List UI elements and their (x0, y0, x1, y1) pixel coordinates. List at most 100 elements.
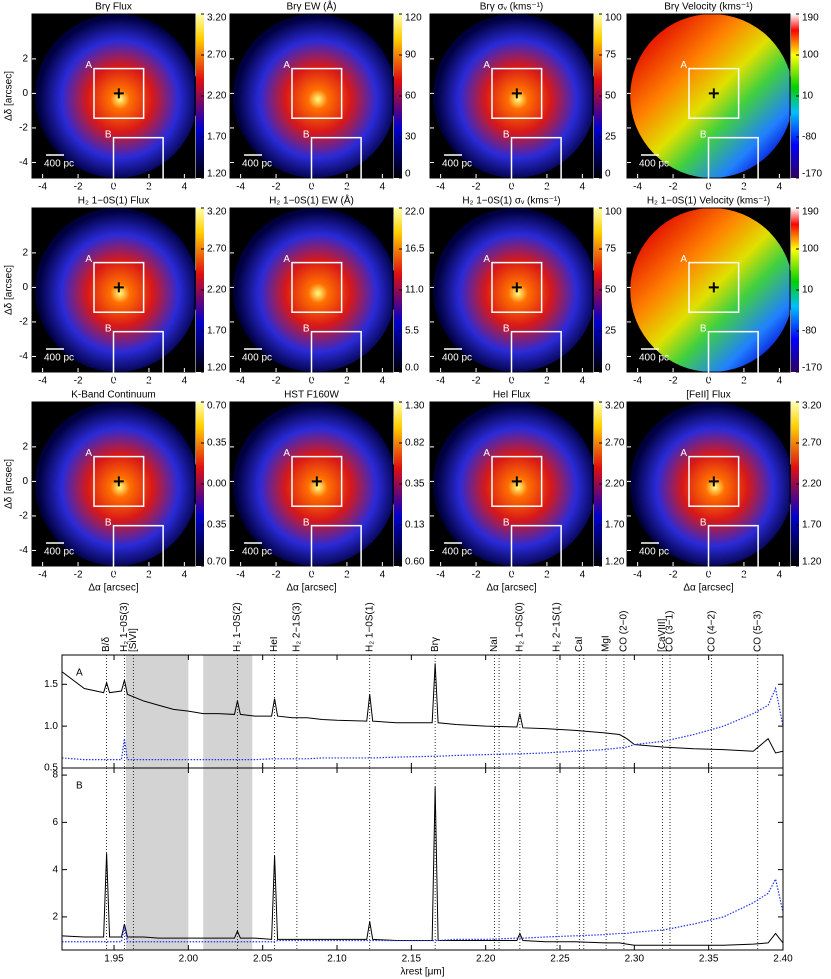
x-tick-label: -4 (38, 182, 47, 193)
colorbar-tick-label: 2.70 (207, 244, 227, 255)
x-tick-label: -2 (74, 182, 83, 193)
map-title: H₂ 1−0S(1) Velocity (kms⁻¹) (647, 196, 770, 207)
map-title: Brγ Velocity (kms⁻¹) (664, 2, 753, 13)
colorbar (791, 208, 799, 372)
y-tick-label: -4 (19, 157, 28, 168)
aperture-box (707, 136, 759, 189)
line-id-label: H₂ 1−0S(1) (364, 602, 375, 652)
aperture-label: A (283, 448, 290, 459)
map-image (35, 14, 199, 178)
colorbar-tick-label: 0.35 (405, 479, 425, 490)
x-tick-label: 2.00 (179, 954, 199, 965)
x-tick-label: -2 (74, 570, 83, 581)
map-image (433, 14, 597, 178)
scale-label: 400 pc (242, 353, 272, 364)
aperture-box (310, 524, 362, 577)
colorbar-tick-label: 90 (405, 50, 417, 61)
center-cross (708, 88, 719, 99)
line-id-label: [CaVIII] (657, 618, 668, 652)
x-tick-label: -2 (669, 570, 678, 581)
x-tick-label: -4 (436, 182, 445, 193)
colorbar (594, 208, 602, 372)
scale-label: 400 pc (639, 353, 669, 364)
aperture-label: A (680, 254, 687, 265)
map-image (35, 208, 199, 372)
scale-label: 400 pc (44, 547, 74, 558)
x-tick-label: 4 (580, 182, 586, 193)
colorbar (196, 208, 204, 372)
colorbar-tick-label: 100 (605, 207, 622, 218)
x-axis-label: Δα [arcsec] (286, 583, 336, 594)
x-tick-label: -4 (236, 182, 245, 193)
line-id-label: Brγ (430, 637, 441, 652)
colorbar-tick-label: 10 (802, 285, 814, 296)
colorbar (791, 14, 799, 178)
line-id-label: H₂ 2−1S(1) (552, 602, 563, 652)
line-id-label: H₂ 1−0S(3) (119, 602, 130, 652)
aperture-label: B (700, 129, 707, 140)
y-tick-label: -2 (19, 123, 28, 134)
y-tick-label: -2 (19, 511, 28, 522)
colorbar-tick-label: 0.00 (207, 479, 227, 490)
colorbar (594, 14, 602, 178)
aperture-label: B (105, 517, 112, 528)
aperture-label: A (483, 60, 490, 71)
y-tick-label: 1.0 (44, 721, 58, 732)
center-cross (113, 88, 124, 99)
aperture-box (688, 67, 740, 119)
spectrum-line (62, 786, 783, 946)
colorbar-tick-label: 1.20 (207, 169, 227, 180)
shaded-region (125, 655, 189, 768)
x-tick-label: 4 (380, 376, 386, 387)
x-tick-label: -4 (236, 570, 245, 581)
x-tick-label: -2 (272, 570, 281, 581)
map-image (433, 402, 597, 566)
spectrum-line (62, 686, 783, 761)
x-tick-label: -2 (272, 182, 281, 193)
shaded-region (203, 655, 253, 768)
aperture-label: A (85, 448, 92, 459)
y-tick-label: 2 (22, 248, 28, 259)
colorbar-tick-label: 0.13 (405, 520, 425, 531)
map-title: H₂ 1−0S(1) EW (Å) (269, 194, 354, 207)
y-tick-label: -4 (19, 351, 28, 362)
colorbar-tick-label: 5.5 (405, 326, 419, 337)
colorbar-tick-label: 11.0 (405, 285, 424, 296)
x-axis-label: Δα [arcsec] (486, 583, 536, 594)
colorbar-tick-label: 25 (605, 326, 617, 337)
colorbar-tick-label: 0.60 (405, 557, 425, 568)
colorbar-tick-label: 2.70 (802, 438, 822, 449)
colorbar-tick-label: 1.30 (405, 401, 425, 412)
colorbar-tick-label: 0.70 (207, 401, 227, 412)
colorbar-tick-label: 75 (605, 50, 617, 61)
center-cross (708, 476, 719, 487)
y-tick-label: -2 (19, 317, 28, 328)
x-tick-label: -2 (74, 376, 83, 387)
line-id-label: H₂ 1−0S(2) (232, 602, 243, 652)
colorbar-tick-label: 1.20 (802, 557, 822, 568)
colorbar-tick-label: -170 (802, 363, 822, 374)
aperture-label: A (680, 448, 687, 459)
map-title: Brγ Flux (95, 2, 132, 13)
aperture-box (688, 455, 740, 507)
colorbar-tick-label: 1.70 (207, 326, 227, 337)
line-id-label: [SiVI] (128, 628, 139, 652)
y-tick-label: 1.5 (44, 679, 58, 690)
panel-label: B (76, 781, 83, 792)
x-tick-label: -4 (633, 376, 642, 387)
aperture-label: A (283, 60, 290, 71)
map-image (233, 208, 397, 372)
center-cross (311, 476, 322, 487)
shaded-region (125, 768, 189, 950)
colorbar-tick-label: 2.20 (802, 479, 822, 490)
x-tick-label: -4 (236, 376, 245, 387)
colorbar-tick-label: 3.20 (802, 401, 822, 412)
scale-label: 400 pc (242, 547, 272, 558)
aperture-box (510, 330, 562, 383)
spectrum-line (62, 877, 783, 943)
aperture-box (291, 455, 343, 507)
colorbar-tick-label: 190 (802, 13, 819, 24)
scale-label: 400 pc (44, 159, 74, 170)
colorbar-tick-label: 190 (802, 207, 819, 218)
aperture-box (93, 67, 145, 119)
